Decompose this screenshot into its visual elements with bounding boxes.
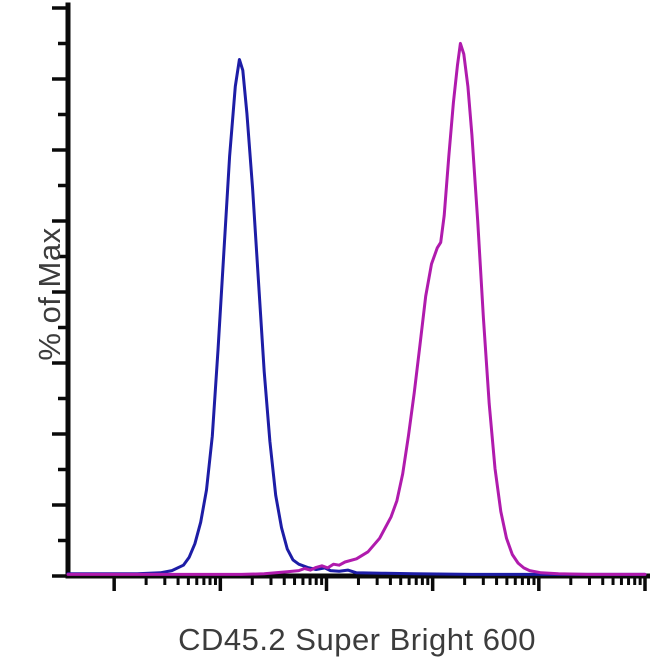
blue-histogram-curve	[66, 58, 647, 576]
magenta-histogram-curve	[66, 41, 647, 576]
x-axis-label: CD45.2 Super Bright 600	[178, 622, 536, 657]
y-axis-label: % of Max	[32, 227, 67, 361]
